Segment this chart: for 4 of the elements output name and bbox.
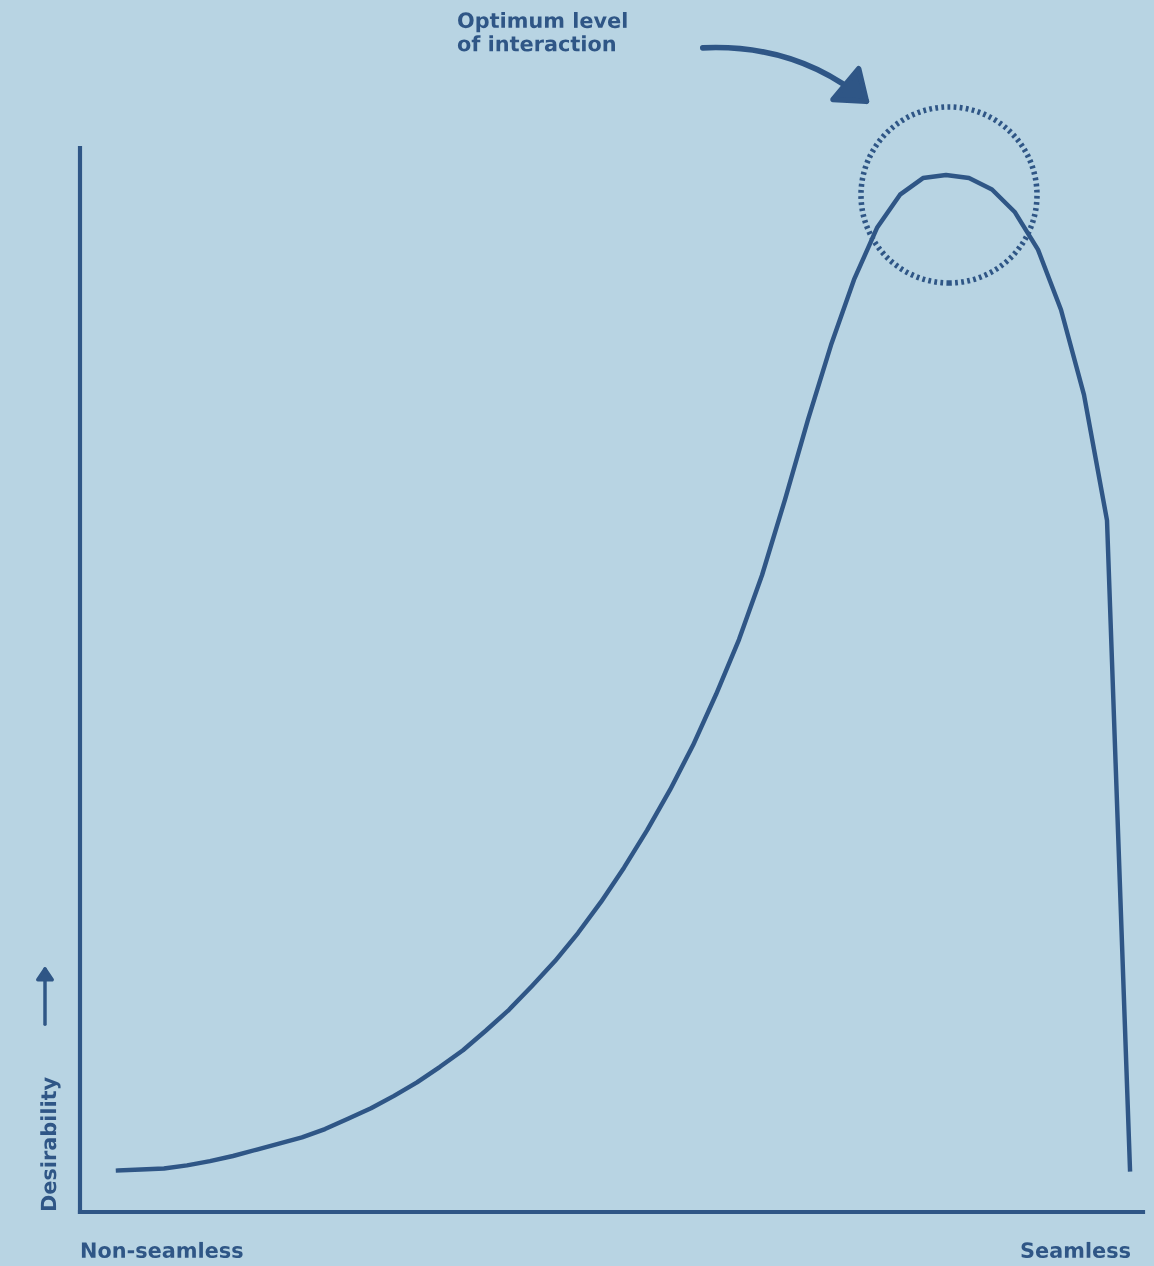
text: Optimum level of interaction <box>457 12 627 52</box>
text: Non-seamless <box>81 1241 243 1259</box>
y-axis-title: Desirability <box>40 1077 61 1211</box>
text: Seamless <box>1021 1241 1131 1259</box>
